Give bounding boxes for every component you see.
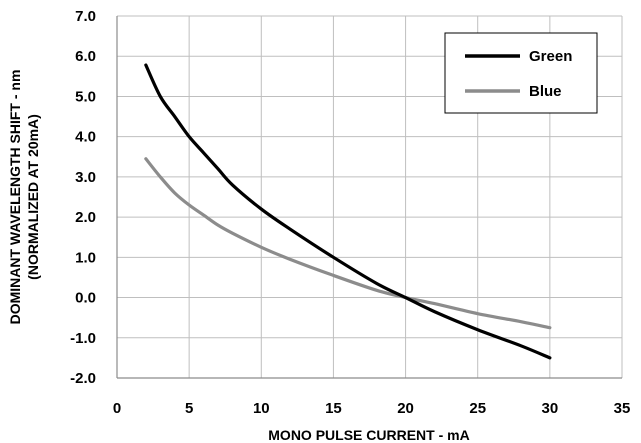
x-tick-label: 10: [253, 400, 270, 417]
y-tick-label: 2.0: [75, 209, 96, 226]
legend-label-green: Green: [529, 48, 572, 65]
y-tick-label: 5.0: [75, 88, 96, 105]
y-tick-label: 3.0: [75, 169, 96, 186]
x-tick-label: 20: [397, 400, 414, 417]
y-tick-label: -1.0: [70, 330, 96, 347]
y-tick-label: 0.0: [75, 290, 96, 307]
legend-box: [444, 32, 598, 114]
x-axis-title: MONO PULSE CURRENT - mA: [268, 427, 469, 443]
y-tick-label: 7.0: [75, 8, 96, 25]
x-tick-label: 30: [542, 400, 559, 417]
tick-labels: 7.0 6.0 5.0 4.0 3.0 2.0 1.0 0.0 -1.0 -2.0 0 5 10 15 20…: [70, 8, 630, 417]
series-line-blue: [144, 157, 552, 330]
y-axis-title-line2: (NORMALIZED AT 20mA): [25, 114, 41, 280]
y-tick-label: -2.0: [70, 370, 96, 387]
x-tick-label: 35: [614, 400, 631, 417]
y-axis-title-line1: DOMINANT WAVELENGTH SHIFT - nm: [7, 70, 23, 325]
y-tick-label: 6.0: [75, 48, 96, 65]
x-tick-label: 25: [469, 400, 486, 417]
x-tick-label: 5: [185, 400, 193, 417]
legend: Green Blue: [444, 32, 598, 114]
series-line-green: [144, 63, 552, 360]
y-tick-label: 4.0: [75, 129, 96, 146]
axes: [116, 16, 622, 379]
x-tick-label: 0: [113, 400, 121, 417]
legend-label-blue: Blue: [529, 83, 562, 100]
x-tick-label: 15: [325, 400, 342, 417]
series-lines: [144, 63, 552, 360]
y-tick-label: 1.0: [75, 249, 96, 266]
